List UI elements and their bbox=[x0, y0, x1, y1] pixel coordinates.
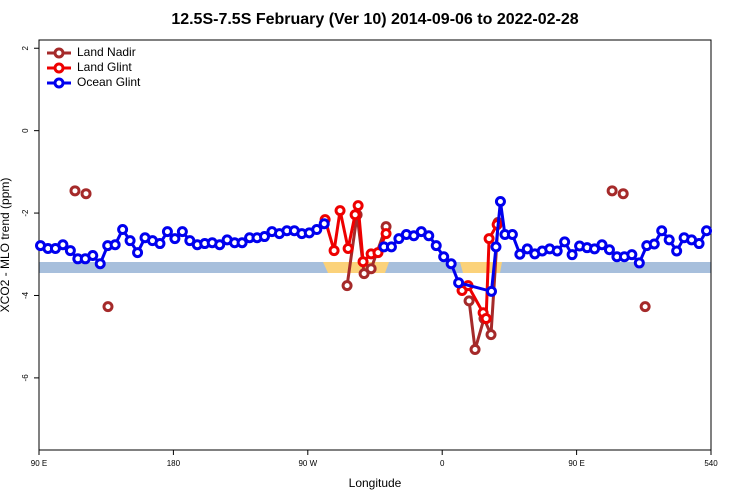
data-point bbox=[352, 200, 364, 212]
land-band bbox=[323, 262, 389, 273]
data-point bbox=[596, 239, 608, 251]
data-point bbox=[311, 224, 323, 236]
legend-label: Ocean Glint bbox=[77, 75, 141, 89]
data-point bbox=[559, 236, 571, 248]
legend-marker bbox=[53, 62, 65, 74]
x-tick-label: 180 bbox=[167, 459, 181, 468]
y-tick-label: -2 bbox=[21, 209, 30, 217]
x-tick-label: 90 E bbox=[568, 459, 584, 468]
data-point bbox=[117, 224, 129, 236]
data-point bbox=[656, 225, 668, 237]
data-point bbox=[236, 237, 248, 249]
data-point bbox=[606, 185, 618, 197]
data-point bbox=[445, 258, 457, 270]
data-point bbox=[385, 241, 397, 253]
data-point bbox=[514, 248, 526, 260]
legend-marker bbox=[53, 47, 65, 59]
data-point bbox=[469, 343, 481, 355]
data-point bbox=[214, 239, 226, 251]
data-point bbox=[334, 205, 346, 217]
data-point bbox=[341, 280, 353, 292]
data-point bbox=[318, 218, 330, 230]
data-point bbox=[701, 225, 713, 237]
data-point bbox=[485, 329, 497, 341]
data-point bbox=[57, 239, 69, 251]
legend-marker bbox=[53, 77, 65, 89]
data-point bbox=[365, 263, 377, 275]
land-band bbox=[460, 262, 502, 273]
data-point bbox=[69, 185, 81, 197]
data-point bbox=[483, 233, 495, 245]
data-point bbox=[626, 249, 638, 261]
data-point bbox=[358, 268, 370, 280]
data-point bbox=[169, 233, 181, 245]
x-tick-label: 540 bbox=[704, 459, 718, 468]
data-point bbox=[671, 245, 683, 257]
data-point bbox=[603, 244, 615, 256]
x-tick-label: 0 bbox=[440, 459, 445, 468]
data-point bbox=[438, 251, 450, 263]
data-point bbox=[506, 228, 518, 240]
data-point bbox=[551, 245, 563, 257]
data-point bbox=[258, 231, 270, 243]
data-point bbox=[453, 277, 465, 289]
data-point bbox=[102, 301, 114, 313]
data-point bbox=[521, 243, 533, 255]
x-tick-label: 90 W bbox=[298, 459, 317, 468]
data-point bbox=[80, 188, 92, 200]
data-point bbox=[94, 258, 106, 270]
data-point bbox=[328, 245, 340, 257]
data-point bbox=[480, 313, 492, 325]
data-point bbox=[380, 228, 392, 240]
y-tick-label: -4 bbox=[21, 291, 30, 299]
y-tick-label: -6 bbox=[21, 374, 30, 382]
data-point bbox=[663, 234, 675, 246]
data-point bbox=[423, 230, 435, 242]
data-point bbox=[648, 238, 660, 250]
data-point bbox=[161, 226, 173, 238]
chart-title: 12.5S-7.5S February (Ver 10) 2014-09-06 … bbox=[171, 11, 578, 28]
data-point bbox=[132, 247, 144, 259]
data-point bbox=[357, 256, 369, 268]
data-point bbox=[566, 249, 578, 261]
data-point bbox=[490, 241, 502, 253]
data-point bbox=[639, 301, 651, 313]
data-point bbox=[64, 245, 76, 257]
data-point bbox=[342, 243, 354, 255]
data-point bbox=[463, 295, 475, 307]
data-point bbox=[633, 257, 645, 269]
data-point bbox=[430, 240, 442, 252]
x-axis-label: Longitude bbox=[349, 476, 402, 490]
data-point bbox=[494, 196, 506, 208]
data-point bbox=[154, 238, 166, 250]
legend-label: Land Nadir bbox=[77, 45, 136, 59]
data-point bbox=[124, 235, 136, 247]
data-point bbox=[693, 238, 705, 250]
data-point bbox=[349, 209, 361, 221]
data-point bbox=[617, 188, 629, 200]
y-tick-label: 0 bbox=[21, 128, 30, 133]
legend-label: Land Glint bbox=[77, 60, 132, 74]
data-point bbox=[109, 239, 121, 251]
y-axis-label: XCO2 - MLO trend (ppm) bbox=[0, 178, 12, 313]
data-point bbox=[485, 285, 497, 297]
data-point bbox=[87, 250, 99, 262]
x-tick-label: 90 E bbox=[31, 459, 47, 468]
data-point bbox=[176, 226, 188, 238]
y-tick-label: 2 bbox=[21, 45, 30, 50]
